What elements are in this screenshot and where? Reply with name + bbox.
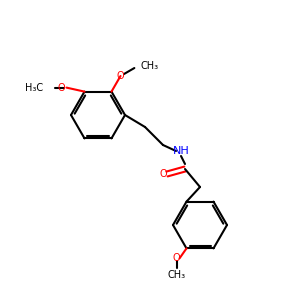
Text: NH: NH xyxy=(172,146,189,156)
Text: CH₃: CH₃ xyxy=(140,61,158,71)
Text: O: O xyxy=(58,82,65,93)
Text: O: O xyxy=(159,169,167,179)
Text: H₃C: H₃C xyxy=(26,82,44,93)
Text: CH₃: CH₃ xyxy=(167,270,186,280)
Text: O: O xyxy=(173,254,180,263)
Text: O: O xyxy=(117,71,124,81)
